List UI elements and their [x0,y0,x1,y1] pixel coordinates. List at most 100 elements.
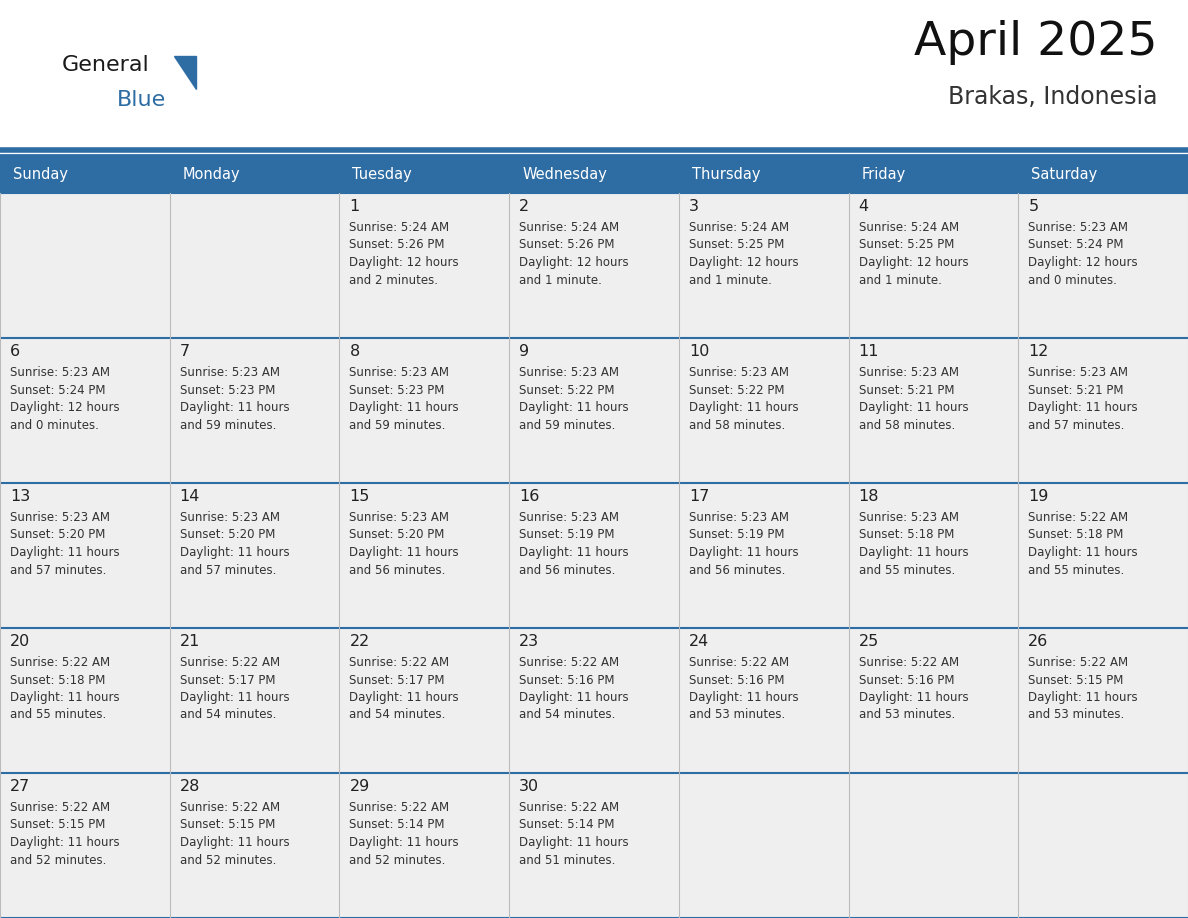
Text: Daylight: 11 hours: Daylight: 11 hours [10,691,120,704]
Text: and 1 minute.: and 1 minute. [689,274,772,286]
Text: and 54 minutes.: and 54 minutes. [349,709,446,722]
Bar [0,338,170,483]
Bar [340,338,510,483]
Text: and 0 minutes.: and 0 minutes. [1029,274,1117,286]
Text: Sunrise: 5:22 AM: Sunrise: 5:22 AM [519,656,619,669]
Text: Sunrise: 5:22 AM: Sunrise: 5:22 AM [179,656,280,669]
Text: and 57 minutes.: and 57 minutes. [179,564,276,577]
Text: Sunset: 5:21 PM: Sunset: 5:21 PM [1029,384,1124,397]
Text: 1: 1 [349,199,360,214]
Text: 21: 21 [179,634,200,649]
Text: Daylight: 11 hours: Daylight: 11 hours [179,836,290,849]
Bar [1018,483,1188,628]
Bar [0,628,170,773]
Text: April 2025: April 2025 [915,20,1158,65]
Text: Sunset: 5:23 PM: Sunset: 5:23 PM [349,384,444,397]
Text: and 54 minutes.: and 54 minutes. [519,709,615,722]
Bar [1018,338,1188,483]
Bar [340,193,510,338]
Bar [170,193,340,338]
Text: and 57 minutes.: and 57 minutes. [10,564,107,577]
Text: Sunrise: 5:22 AM: Sunrise: 5:22 AM [10,801,110,814]
Bar [170,628,340,773]
Bar [340,483,510,628]
Bar [0,483,170,628]
Text: Sunset: 5:15 PM: Sunset: 5:15 PM [10,819,106,832]
Text: 17: 17 [689,489,709,504]
Text: and 59 minutes.: and 59 minutes. [519,419,615,431]
Text: Sunrise: 5:23 AM: Sunrise: 5:23 AM [519,511,619,524]
Text: General: General [62,55,150,75]
Text: Daylight: 11 hours: Daylight: 11 hours [519,836,628,849]
Text: 2: 2 [519,199,530,214]
Text: Daylight: 11 hours: Daylight: 11 hours [10,836,120,849]
Text: and 1 minute.: and 1 minute. [519,274,602,286]
Text: and 53 minutes.: and 53 minutes. [1029,709,1125,722]
Text: and 59 minutes.: and 59 minutes. [179,419,276,431]
Text: and 58 minutes.: and 58 minutes. [859,419,955,431]
Text: Sunset: 5:25 PM: Sunset: 5:25 PM [859,239,954,252]
Polygon shape [173,56,196,89]
Text: Daylight: 11 hours: Daylight: 11 hours [1029,691,1138,704]
Text: Sunset: 5:26 PM: Sunset: 5:26 PM [349,239,446,252]
Text: Sunset: 5:19 PM: Sunset: 5:19 PM [689,529,784,542]
Bar [678,773,848,918]
Text: Sunset: 5:22 PM: Sunset: 5:22 PM [519,384,614,397]
Text: 16: 16 [519,489,539,504]
Bar [1018,628,1188,773]
Text: Sunrise: 5:23 AM: Sunrise: 5:23 AM [179,366,279,379]
Text: Sunrise: 5:24 AM: Sunrise: 5:24 AM [859,221,959,234]
Text: Sunset: 5:15 PM: Sunset: 5:15 PM [1029,674,1124,687]
Text: 12: 12 [1029,344,1049,359]
Text: and 57 minutes.: and 57 minutes. [1029,419,1125,431]
Text: Sunset: 5:18 PM: Sunset: 5:18 PM [10,674,106,687]
Text: Brakas, Indonesia: Brakas, Indonesia [948,85,1158,109]
Text: Sunset: 5:18 PM: Sunset: 5:18 PM [859,529,954,542]
Text: Sunset: 5:15 PM: Sunset: 5:15 PM [179,819,276,832]
Text: and 58 minutes.: and 58 minutes. [689,419,785,431]
Bar [510,338,678,483]
Text: Sunrise: 5:22 AM: Sunrise: 5:22 AM [689,656,789,669]
Text: Sunrise: 5:22 AM: Sunrise: 5:22 AM [519,801,619,814]
Text: 19: 19 [1029,489,1049,504]
Text: Sunrise: 5:22 AM: Sunrise: 5:22 AM [1029,656,1129,669]
Text: Daylight: 12 hours: Daylight: 12 hours [519,256,628,269]
Text: and 53 minutes.: and 53 minutes. [689,709,785,722]
Text: and 1 minute.: and 1 minute. [859,274,941,286]
Bar [678,628,848,773]
Text: Daylight: 11 hours: Daylight: 11 hours [179,401,290,414]
Text: 5: 5 [1029,199,1038,214]
Text: and 51 minutes.: and 51 minutes. [519,854,615,867]
Text: 4: 4 [859,199,868,214]
Text: 18: 18 [859,489,879,504]
Text: Sunrise: 5:24 AM: Sunrise: 5:24 AM [519,221,619,234]
Bar [170,773,340,918]
Text: 10: 10 [689,344,709,359]
Text: and 55 minutes.: and 55 minutes. [859,564,955,577]
Text: Daylight: 11 hours: Daylight: 11 hours [519,546,628,559]
Bar [848,338,1018,483]
Text: and 54 minutes.: and 54 minutes. [179,709,276,722]
Text: Sunrise: 5:23 AM: Sunrise: 5:23 AM [1029,366,1129,379]
Text: Daylight: 11 hours: Daylight: 11 hours [1029,401,1138,414]
Text: Sunrise: 5:23 AM: Sunrise: 5:23 AM [689,366,789,379]
Text: 13: 13 [10,489,30,504]
Text: Daylight: 11 hours: Daylight: 11 hours [859,401,968,414]
Text: Sunrise: 5:24 AM: Sunrise: 5:24 AM [689,221,789,234]
Text: 25: 25 [859,634,879,649]
Text: Daylight: 11 hours: Daylight: 11 hours [859,691,968,704]
Text: Saturday: Saturday [1031,166,1098,182]
Text: Sunrise: 5:22 AM: Sunrise: 5:22 AM [1029,511,1129,524]
Text: Sunrise: 5:23 AM: Sunrise: 5:23 AM [10,366,110,379]
Text: Daylight: 11 hours: Daylight: 11 hours [859,546,968,559]
Text: Sunset: 5:16 PM: Sunset: 5:16 PM [859,674,954,687]
Text: 27: 27 [10,779,30,794]
Text: Daylight: 11 hours: Daylight: 11 hours [179,691,290,704]
Text: Sunset: 5:24 PM: Sunset: 5:24 PM [1029,239,1124,252]
Text: Sunset: 5:25 PM: Sunset: 5:25 PM [689,239,784,252]
Bar [678,338,848,483]
Text: and 52 minutes.: and 52 minutes. [179,854,276,867]
Text: Daylight: 11 hours: Daylight: 11 hours [349,691,459,704]
Text: 26: 26 [1029,634,1049,649]
Text: Tuesday: Tuesday [353,166,412,182]
